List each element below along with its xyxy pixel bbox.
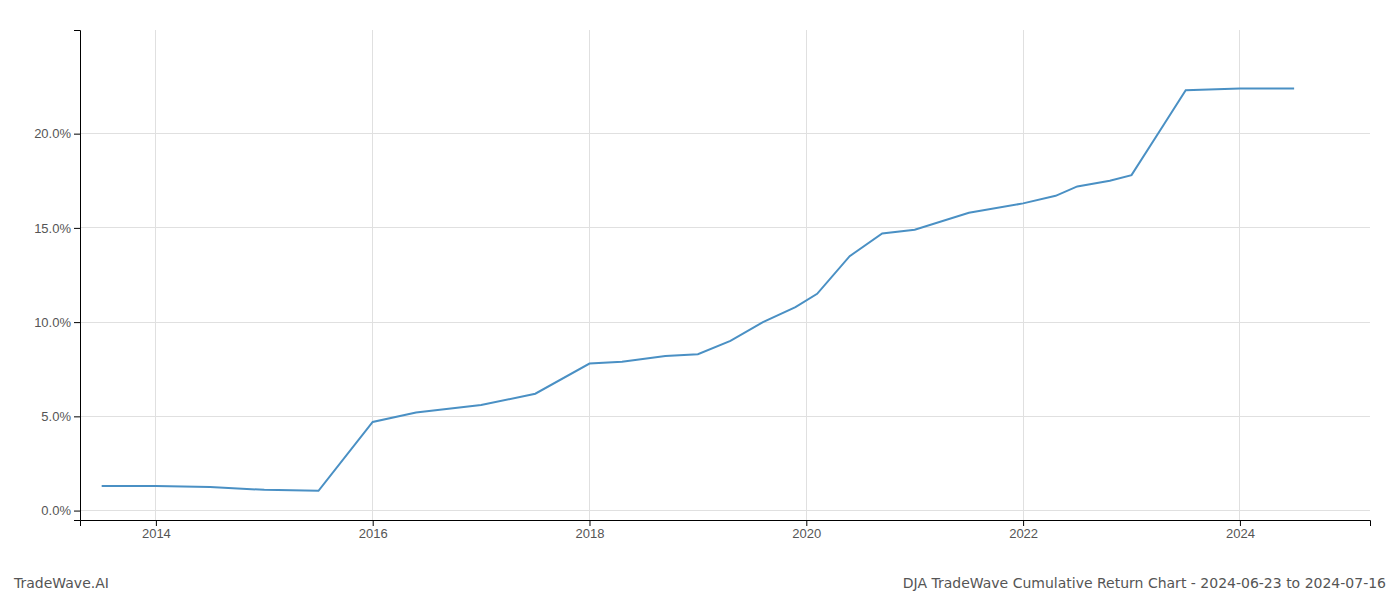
marks	[102, 88, 1294, 490]
x-tick-label: 2020	[792, 526, 821, 541]
plot-area: 2014 2016 2018 2020 2022 2024 0.0% 5.0% 10.0% 15.…	[34, 30, 1370, 541]
y-grid-line	[80, 133, 1370, 134]
y-tick-label: 15.0%	[34, 221, 71, 236]
y-grid-line	[80, 510, 1370, 511]
y-grid-line	[80, 416, 1370, 417]
x-axis-line	[81, 521, 1371, 527]
x-axis: 2014 2016 2018 2020 2022 2024	[81, 520, 1371, 541]
y-tick-mark	[74, 511, 80, 512]
line	[102, 88, 1294, 490]
y-tick: 20.0%	[34, 126, 80, 141]
x-tick: 2016	[359, 520, 388, 541]
x-grid-line	[589, 30, 590, 520]
y-tick-label: 5.0%	[41, 409, 71, 424]
x-tick: 2022	[1009, 520, 1038, 541]
y-tick-mark	[74, 228, 80, 229]
x-tick-mark	[373, 520, 374, 526]
x-tick-label: 2018	[576, 526, 605, 541]
x-tick: 2020	[792, 520, 821, 541]
y-tick: 5.0%	[41, 409, 80, 424]
y-tick-label: 20.0%	[34, 126, 71, 141]
x-tick-label: 2014	[142, 526, 171, 541]
y-tick: 10.0%	[34, 315, 80, 330]
x-grid-line	[1023, 30, 1024, 520]
y-tick-label: 10.0%	[34, 315, 71, 330]
watermark: TradeWave.AI	[13, 575, 109, 591]
y-tick-mark	[74, 416, 80, 417]
x-tick-mark	[806, 520, 807, 526]
x-tick-mark	[589, 520, 590, 526]
x-tick-label: 2022	[1009, 526, 1038, 541]
y-tick-mark	[74, 134, 80, 135]
x-tick: 2024	[1226, 520, 1255, 541]
y-grid-line	[80, 322, 1370, 323]
grid	[80, 30, 1370, 520]
y-tick-mark	[74, 322, 80, 323]
y-grid-line	[80, 227, 1370, 228]
title: DJA TradeWave Cumulative Return Chart - …	[903, 575, 1386, 591]
x-tick: 2014	[142, 520, 171, 541]
x-grid-line	[1239, 30, 1240, 520]
x-tick: 2018	[576, 520, 605, 541]
x-tick-mark	[1240, 520, 1241, 526]
x-grid-line	[155, 30, 156, 520]
x-grid-line	[806, 30, 807, 520]
y-tick: 0.0%	[41, 503, 80, 518]
chart: 2014 2016 2018 2020 2022 2024 0.0% 5.0% 10.0% 15.…	[0, 0, 1400, 600]
x-grid-line	[372, 30, 373, 520]
y-axis: 0.0% 5.0% 10.0% 15.0% 20.0%	[34, 31, 80, 521]
y-tick: 15.0%	[34, 221, 80, 236]
x-tick-label: 2016	[359, 526, 388, 541]
x-tick-mark	[1023, 520, 1024, 526]
y-axis-line	[74, 31, 81, 521]
x-tick-mark	[156, 520, 157, 526]
x-tick-label: 2024	[1226, 526, 1255, 541]
y-tick-label: 0.0%	[41, 503, 71, 518]
